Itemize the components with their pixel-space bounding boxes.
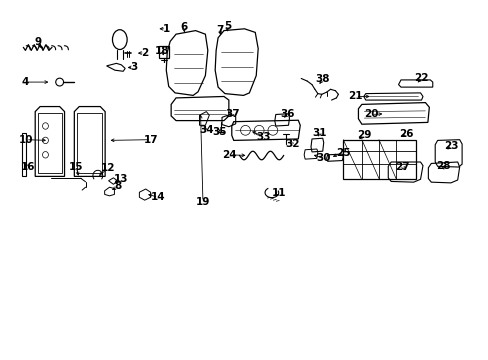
Text: 7: 7: [216, 25, 224, 35]
Text: 24: 24: [222, 150, 237, 160]
Text: 15: 15: [69, 162, 83, 172]
Text: 22: 22: [413, 73, 428, 84]
Text: 32: 32: [285, 139, 299, 149]
Text: 10: 10: [19, 135, 33, 145]
Text: 34: 34: [199, 125, 213, 135]
Text: 14: 14: [151, 192, 165, 202]
Text: 6: 6: [180, 22, 187, 32]
Text: 5: 5: [224, 21, 230, 31]
Text: 17: 17: [143, 135, 158, 145]
Text: 33: 33: [256, 132, 271, 142]
Text: 35: 35: [211, 127, 226, 138]
Text: 11: 11: [271, 188, 285, 198]
Text: 13: 13: [113, 174, 128, 184]
Text: 31: 31: [312, 128, 326, 138]
Text: 26: 26: [399, 129, 413, 139]
Text: 3: 3: [130, 62, 137, 72]
Text: 18: 18: [155, 46, 169, 56]
Text: 36: 36: [280, 109, 294, 120]
Text: 12: 12: [100, 163, 115, 174]
Text: 19: 19: [195, 197, 210, 207]
Text: 8: 8: [114, 181, 121, 192]
Text: 27: 27: [395, 162, 409, 172]
Text: 20: 20: [364, 109, 378, 120]
Text: 16: 16: [20, 162, 35, 172]
Text: 9: 9: [34, 37, 41, 48]
Text: 1: 1: [163, 24, 169, 34]
Text: 37: 37: [225, 109, 240, 119]
Text: 30: 30: [316, 153, 330, 163]
Text: 29: 29: [356, 130, 370, 140]
Text: 23: 23: [444, 141, 458, 151]
Text: 38: 38: [315, 74, 329, 84]
Bar: [159, 46, 169, 58]
Text: 21: 21: [347, 91, 362, 102]
Text: 25: 25: [335, 148, 350, 158]
Text: 4: 4: [21, 77, 29, 87]
Text: 28: 28: [435, 161, 449, 171]
Text: 2: 2: [141, 48, 148, 58]
